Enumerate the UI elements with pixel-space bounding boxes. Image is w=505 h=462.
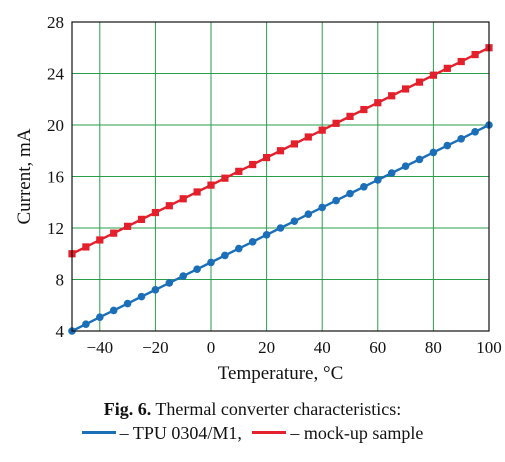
data-point [123, 299, 132, 308]
data-point [235, 167, 243, 175]
data-point [360, 105, 368, 114]
data-point [457, 134, 466, 143]
x-tick-label: 100 [476, 338, 502, 357]
data-point [443, 64, 451, 72]
figure-caption: Fig. 6. Thermal converter characteristic… [0, 399, 505, 420]
data-point [276, 224, 285, 232]
data-point [415, 155, 424, 164]
data-point [304, 133, 312, 141]
series-0 [68, 121, 493, 335]
data-point [193, 265, 201, 274]
data-point [207, 181, 215, 189]
data-point [374, 99, 382, 107]
data-point [151, 208, 159, 217]
series-1 [68, 44, 493, 258]
data-point [262, 231, 271, 239]
data-point [471, 128, 479, 136]
legend-label-mockup: – mock-up sample [290, 423, 424, 443]
x-tick-label: 20 [258, 338, 275, 357]
data-point [457, 57, 465, 66]
y-axis-title: Current, mA [14, 128, 35, 224]
data-point [388, 92, 396, 100]
data-point [179, 272, 187, 280]
data-point [332, 196, 340, 205]
data-point [179, 195, 187, 203]
x-axis-title: Temperature, °C [218, 363, 344, 384]
x-tick-label: 60 [369, 338, 386, 357]
x-tick-label: 0 [207, 338, 216, 357]
data-point [401, 162, 410, 170]
x-tick-label: −20 [142, 338, 169, 357]
y-tick-label: 12 [47, 219, 64, 238]
data-point [346, 189, 354, 198]
data-point [82, 320, 90, 328]
data-point [165, 202, 173, 210]
data-point [151, 286, 160, 294]
data-point [249, 160, 257, 169]
x-tick-label: 40 [314, 338, 331, 357]
data-point [137, 292, 146, 301]
data-point [235, 244, 243, 253]
data-point [124, 222, 132, 230]
data-point [318, 126, 326, 134]
data-point [96, 236, 104, 244]
data-point [332, 119, 340, 127]
data-point [290, 217, 299, 225]
data-point [221, 174, 229, 182]
data-point [110, 229, 118, 237]
data-point [193, 188, 201, 196]
plot-frame [71, 21, 490, 332]
data-point [276, 147, 285, 155]
y-tick-label: 20 [47, 116, 64, 135]
data-point [415, 78, 424, 86]
line-chart: −40 −20 0 20 40 60 80 100 4 8 12 16 20 24 28 Temperatu… [14, 13, 502, 384]
data-point [96, 313, 104, 322]
legend: – TPU 0304/M1, – mock-up sample [0, 423, 505, 444]
figure-number: Fig. 6. [103, 399, 152, 419]
data-point [290, 140, 298, 148]
data-point [165, 279, 174, 287]
grid-lines [72, 21, 490, 332]
x-tick-label: −40 [87, 338, 114, 357]
x-tick-label: 80 [425, 338, 442, 357]
data-point [374, 176, 382, 184]
y-tick-label: 4 [56, 322, 65, 341]
legend-swatch-tpu [81, 431, 116, 435]
legend-label-tpu: – TPU 0304/M1, [119, 423, 242, 443]
data-point [402, 85, 410, 93]
data-point [387, 169, 396, 177]
data-point [109, 306, 118, 315]
data-point [207, 258, 215, 267]
figure-caption-text: Thermal converter characteristics: [151, 399, 402, 419]
data-point [82, 243, 90, 251]
data-point [443, 141, 452, 150]
data-point [471, 50, 479, 59]
data-point [137, 215, 146, 223]
legend-swatch-mockup [252, 431, 287, 435]
data-point [221, 251, 229, 260]
tick-labels: −40 −20 0 20 40 60 80 100 4 8 12 16 20 24 28 [47, 13, 502, 357]
y-tick-label: 28 [47, 13, 64, 32]
data-point [346, 112, 354, 120]
data-point [360, 183, 368, 191]
series-layer [68, 44, 493, 335]
data-point [304, 210, 313, 219]
y-tick-label: 8 [56, 271, 65, 290]
y-tick-label: 16 [47, 168, 64, 187]
y-tick-label: 24 [47, 65, 65, 84]
data-point [318, 203, 327, 212]
data-point [429, 71, 437, 79]
data-point [248, 237, 257, 246]
data-point [429, 148, 438, 157]
data-point [263, 153, 271, 162]
